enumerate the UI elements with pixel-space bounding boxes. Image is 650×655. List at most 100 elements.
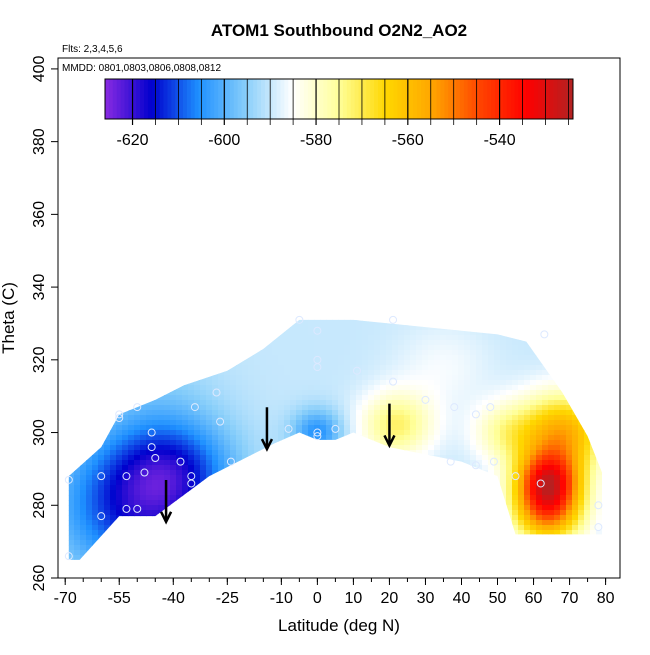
heat-cell bbox=[326, 465, 333, 471]
heat-cell bbox=[566, 490, 573, 496]
heat-cell bbox=[554, 410, 561, 416]
heat-cell bbox=[134, 330, 141, 336]
heat-cell bbox=[158, 319, 165, 321]
heat-cell bbox=[422, 450, 429, 456]
heat-cell bbox=[176, 505, 183, 511]
heat-cell bbox=[458, 320, 465, 326]
heat-cell bbox=[410, 495, 417, 501]
heat-cell bbox=[464, 355, 471, 361]
heat-cell bbox=[344, 430, 351, 436]
heat-cell bbox=[488, 415, 495, 421]
heat-cell bbox=[494, 455, 501, 461]
heat-cell bbox=[380, 390, 387, 396]
heat-cell bbox=[296, 445, 303, 451]
heat-cell bbox=[284, 460, 291, 466]
heat-cell bbox=[446, 440, 453, 446]
colorbar-swatch bbox=[331, 79, 336, 119]
heat-cell bbox=[308, 335, 315, 341]
heat-cell bbox=[332, 530, 339, 536]
heat-cell bbox=[440, 530, 447, 536]
heat-cell bbox=[536, 380, 543, 386]
heat-cell bbox=[164, 360, 171, 366]
heat-cell bbox=[278, 495, 285, 501]
heat-cell bbox=[332, 455, 339, 461]
heat-cell bbox=[152, 535, 159, 541]
heat-cell bbox=[266, 505, 273, 511]
heat-cell bbox=[116, 515, 123, 521]
colorbar-swatch bbox=[151, 79, 157, 119]
heat-cell bbox=[344, 340, 351, 346]
heat-cell bbox=[74, 390, 81, 396]
heat-cell bbox=[170, 460, 177, 466]
heat-cell bbox=[206, 490, 213, 496]
heat-cell bbox=[518, 475, 525, 481]
heat-cell bbox=[290, 425, 297, 431]
heat-cell bbox=[146, 480, 153, 486]
heat-cell bbox=[398, 420, 405, 426]
heat-cell bbox=[584, 450, 591, 456]
heat-cell bbox=[284, 535, 291, 541]
heat-cell bbox=[410, 365, 417, 371]
heat-cell bbox=[74, 550, 81, 556]
heat-cell bbox=[434, 480, 441, 486]
heat-cell bbox=[98, 520, 105, 526]
heat-cell bbox=[350, 325, 357, 331]
heat-cell bbox=[566, 395, 573, 401]
heat-cell bbox=[224, 400, 231, 406]
heat-cell bbox=[494, 550, 501, 556]
heat-cell bbox=[446, 475, 453, 481]
heat-cell bbox=[152, 355, 159, 361]
heat-cell bbox=[584, 555, 591, 560]
heat-cell bbox=[326, 445, 333, 451]
heat-cell bbox=[296, 340, 303, 346]
heat-cell bbox=[512, 365, 519, 371]
heat-cell bbox=[440, 355, 447, 361]
heat-cell bbox=[92, 490, 99, 496]
heat-cell bbox=[296, 465, 303, 471]
heat-cell bbox=[536, 430, 543, 436]
heat-cell bbox=[272, 550, 279, 556]
heat-cell bbox=[170, 319, 177, 321]
heat-cell bbox=[428, 560, 435, 566]
heat-cell bbox=[566, 350, 573, 356]
heat-cell bbox=[584, 319, 591, 321]
heat-cell bbox=[80, 400, 87, 406]
heat-cell bbox=[140, 515, 147, 521]
heat-cell bbox=[146, 560, 153, 566]
heat-cell bbox=[248, 435, 255, 441]
heat-cell bbox=[146, 320, 153, 326]
heat-cell bbox=[68, 465, 75, 471]
heat-cell bbox=[98, 555, 105, 560]
x-tick-label: 10 bbox=[345, 590, 363, 607]
heat-cell bbox=[488, 445, 495, 451]
heat-cell bbox=[374, 425, 381, 431]
heat-cell bbox=[488, 350, 495, 356]
heat-cell bbox=[218, 490, 225, 496]
heat-cell bbox=[104, 505, 111, 511]
heat-cell bbox=[362, 415, 369, 421]
heat-cell bbox=[542, 490, 549, 496]
heat-cell bbox=[512, 395, 519, 401]
heat-cell bbox=[410, 355, 417, 361]
heat-cell bbox=[338, 485, 345, 491]
heat-cell bbox=[350, 535, 357, 541]
heat-cell bbox=[278, 425, 285, 431]
heat-cell bbox=[560, 430, 567, 436]
heat-cell bbox=[284, 525, 291, 531]
observation-point bbox=[133, 403, 142, 412]
heat-cell bbox=[392, 520, 399, 526]
heat-cell bbox=[146, 390, 153, 396]
heat-cell bbox=[362, 490, 369, 496]
heat-cell bbox=[248, 470, 255, 476]
colorbar-swatch bbox=[526, 79, 531, 119]
heat-cell bbox=[590, 340, 597, 346]
heat-cell bbox=[272, 445, 279, 451]
heat-cell bbox=[374, 370, 381, 376]
heat-cell bbox=[206, 510, 213, 516]
heat-cell bbox=[92, 455, 99, 461]
heat-cell bbox=[428, 470, 435, 476]
heat-cell bbox=[440, 390, 447, 396]
heat-cell bbox=[560, 510, 567, 516]
heat-cell bbox=[512, 515, 519, 521]
heat-cell bbox=[242, 470, 249, 476]
